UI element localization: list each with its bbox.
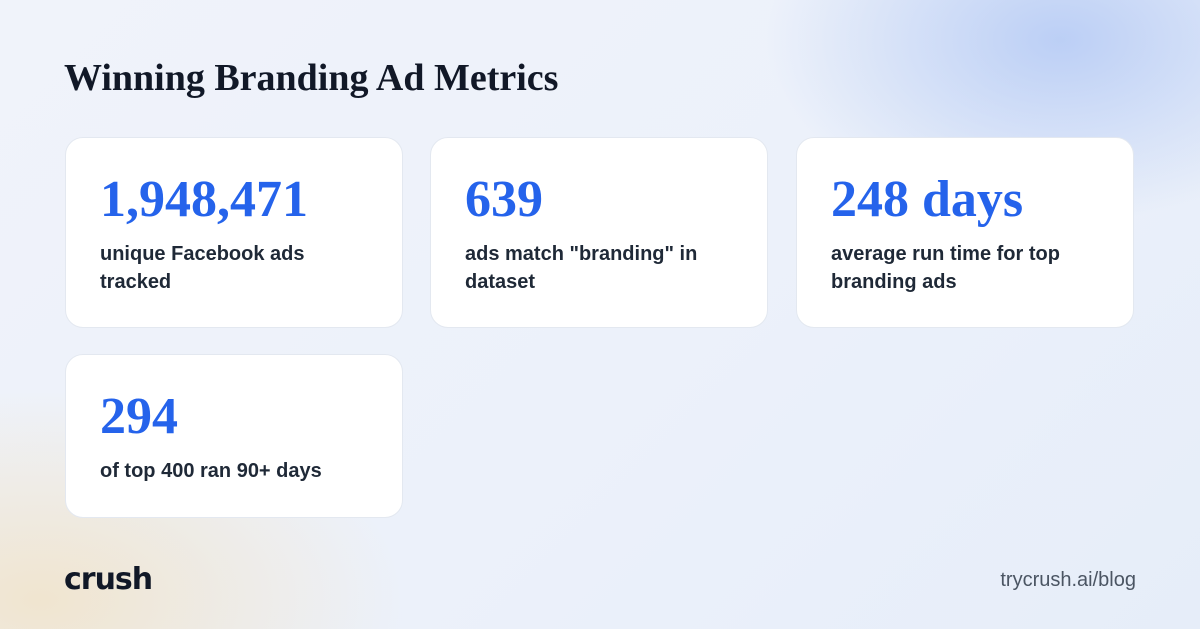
metric-label: ads match "branding" in dataset (465, 243, 698, 293)
metric-card-average-run-time: 248 days average run time for top brandi… (796, 137, 1134, 328)
metric-value: 294 (100, 388, 178, 445)
metric-label: of top 400 ran 90+ days (100, 460, 322, 482)
metric-value: 248 days (831, 171, 1024, 228)
site-url: trycrush.ai/blog (1000, 569, 1136, 591)
metric-card-branding-matches: 639 ads match "branding" in dataset (430, 137, 768, 328)
metric-label: unique Facebook ads tracked (100, 243, 305, 293)
metric-card-ads-tracked: 1,948,471 unique Facebook ads tracked (65, 137, 403, 328)
crush-logo: crush (64, 562, 153, 597)
metric-card-long-running-ads: 294 of top 400 ran 90+ days (65, 354, 403, 518)
metric-value: 639 (465, 171, 543, 228)
metric-value: 1,948,471 (100, 171, 308, 228)
page-title: Winning Branding Ad Metrics (64, 57, 559, 99)
metric-label: average run time for top branding ads (831, 243, 1060, 293)
